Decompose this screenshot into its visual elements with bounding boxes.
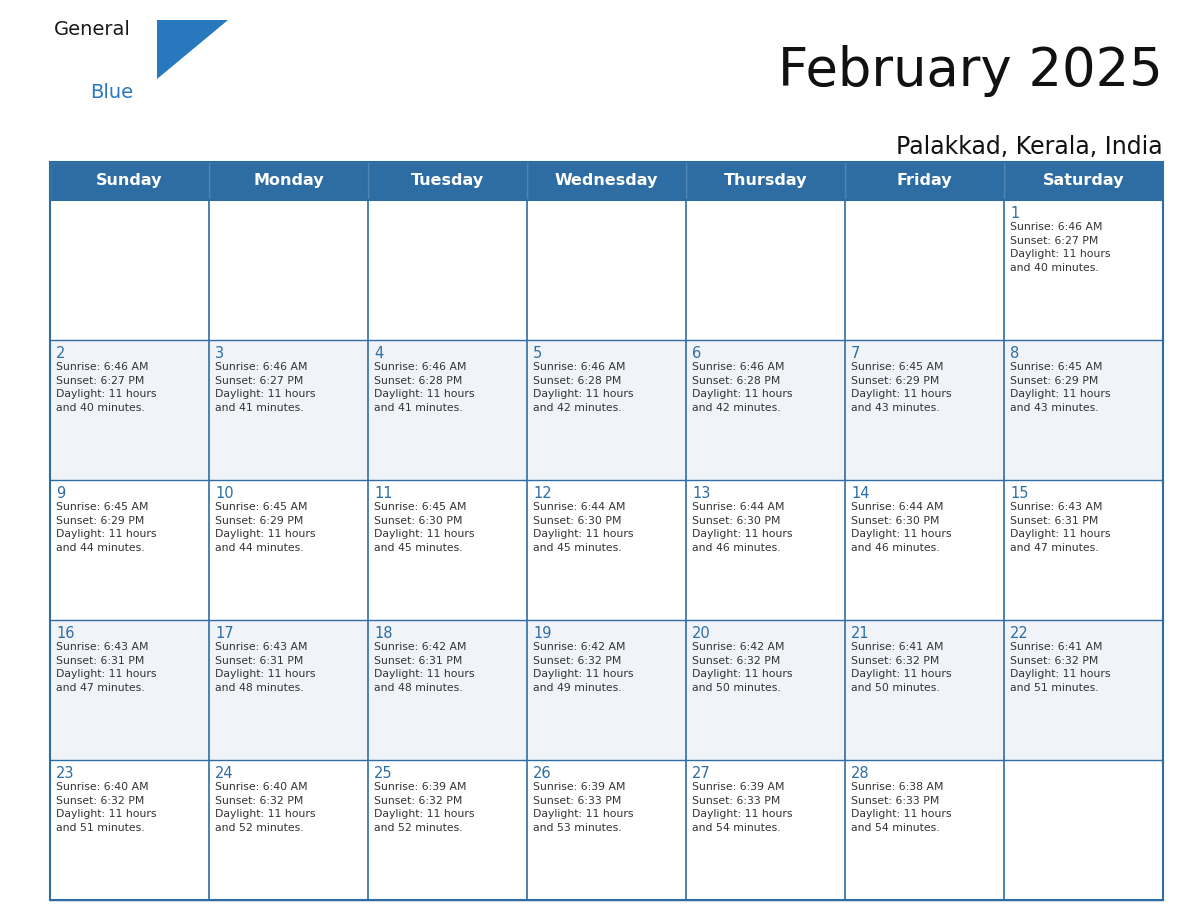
Text: Sunrise: 6:45 AM
Sunset: 6:30 PM
Daylight: 11 hours
and 45 minutes.: Sunrise: 6:45 AM Sunset: 6:30 PM Dayligh… [374, 502, 474, 553]
Text: 12: 12 [533, 486, 551, 501]
Text: Sunrise: 6:41 AM
Sunset: 6:32 PM
Daylight: 11 hours
and 51 minutes.: Sunrise: 6:41 AM Sunset: 6:32 PM Dayligh… [1010, 642, 1111, 693]
Text: Sunrise: 6:46 AM
Sunset: 6:27 PM
Daylight: 11 hours
and 41 minutes.: Sunrise: 6:46 AM Sunset: 6:27 PM Dayligh… [215, 362, 316, 413]
Text: Sunrise: 6:39 AM
Sunset: 6:32 PM
Daylight: 11 hours
and 52 minutes.: Sunrise: 6:39 AM Sunset: 6:32 PM Dayligh… [374, 782, 474, 833]
Text: Blue: Blue [90, 83, 133, 102]
Text: Sunrise: 6:44 AM
Sunset: 6:30 PM
Daylight: 11 hours
and 46 minutes.: Sunrise: 6:44 AM Sunset: 6:30 PM Dayligh… [691, 502, 792, 553]
Text: Monday: Monday [253, 174, 324, 188]
Text: 1: 1 [1010, 206, 1019, 221]
Text: 28: 28 [851, 766, 870, 781]
Text: 10: 10 [215, 486, 234, 501]
Text: Sunrise: 6:41 AM
Sunset: 6:32 PM
Daylight: 11 hours
and 50 minutes.: Sunrise: 6:41 AM Sunset: 6:32 PM Dayligh… [851, 642, 952, 693]
Text: 16: 16 [56, 626, 75, 641]
Text: 18: 18 [374, 626, 392, 641]
Text: Sunrise: 6:46 AM
Sunset: 6:27 PM
Daylight: 11 hours
and 40 minutes.: Sunrise: 6:46 AM Sunset: 6:27 PM Dayligh… [56, 362, 157, 413]
Text: 25: 25 [374, 766, 392, 781]
Text: 19: 19 [533, 626, 551, 641]
Text: Sunday: Sunday [96, 174, 163, 188]
Text: Sunrise: 6:46 AM
Sunset: 6:28 PM
Daylight: 11 hours
and 42 minutes.: Sunrise: 6:46 AM Sunset: 6:28 PM Dayligh… [691, 362, 792, 413]
Text: 2: 2 [56, 346, 65, 361]
Text: 21: 21 [851, 626, 870, 641]
Text: Sunrise: 6:38 AM
Sunset: 6:33 PM
Daylight: 11 hours
and 54 minutes.: Sunrise: 6:38 AM Sunset: 6:33 PM Dayligh… [851, 782, 952, 833]
Text: Sunrise: 6:40 AM
Sunset: 6:32 PM
Daylight: 11 hours
and 52 minutes.: Sunrise: 6:40 AM Sunset: 6:32 PM Dayligh… [215, 782, 316, 833]
Text: 14: 14 [851, 486, 870, 501]
Text: Sunrise: 6:39 AM
Sunset: 6:33 PM
Daylight: 11 hours
and 54 minutes.: Sunrise: 6:39 AM Sunset: 6:33 PM Dayligh… [691, 782, 792, 833]
Text: 5: 5 [533, 346, 542, 361]
Text: Friday: Friday [897, 174, 953, 188]
Text: Sunrise: 6:42 AM
Sunset: 6:31 PM
Daylight: 11 hours
and 48 minutes.: Sunrise: 6:42 AM Sunset: 6:31 PM Dayligh… [374, 642, 474, 693]
Text: 20: 20 [691, 626, 710, 641]
Text: Sunrise: 6:42 AM
Sunset: 6:32 PM
Daylight: 11 hours
and 49 minutes.: Sunrise: 6:42 AM Sunset: 6:32 PM Dayligh… [533, 642, 633, 693]
Text: 6: 6 [691, 346, 701, 361]
Text: Saturday: Saturday [1043, 174, 1124, 188]
Text: Sunrise: 6:46 AM
Sunset: 6:27 PM
Daylight: 11 hours
and 40 minutes.: Sunrise: 6:46 AM Sunset: 6:27 PM Dayligh… [1010, 222, 1111, 273]
Text: Sunrise: 6:40 AM
Sunset: 6:32 PM
Daylight: 11 hours
and 51 minutes.: Sunrise: 6:40 AM Sunset: 6:32 PM Dayligh… [56, 782, 157, 833]
Text: Thursday: Thursday [723, 174, 808, 188]
Text: 8: 8 [1010, 346, 1019, 361]
Text: Sunrise: 6:42 AM
Sunset: 6:32 PM
Daylight: 11 hours
and 50 minutes.: Sunrise: 6:42 AM Sunset: 6:32 PM Dayligh… [691, 642, 792, 693]
Text: Sunrise: 6:46 AM
Sunset: 6:28 PM
Daylight: 11 hours
and 42 minutes.: Sunrise: 6:46 AM Sunset: 6:28 PM Dayligh… [533, 362, 633, 413]
Text: 4: 4 [374, 346, 384, 361]
Text: 17: 17 [215, 626, 234, 641]
Text: 7: 7 [851, 346, 860, 361]
Text: Sunrise: 6:45 AM
Sunset: 6:29 PM
Daylight: 11 hours
and 44 minutes.: Sunrise: 6:45 AM Sunset: 6:29 PM Dayligh… [56, 502, 157, 553]
Polygon shape [157, 19, 228, 79]
Text: February 2025: February 2025 [778, 45, 1163, 97]
Text: Sunrise: 6:46 AM
Sunset: 6:28 PM
Daylight: 11 hours
and 41 minutes.: Sunrise: 6:46 AM Sunset: 6:28 PM Dayligh… [374, 362, 474, 413]
Text: Sunrise: 6:44 AM
Sunset: 6:30 PM
Daylight: 11 hours
and 45 minutes.: Sunrise: 6:44 AM Sunset: 6:30 PM Dayligh… [533, 502, 633, 553]
Text: Wednesday: Wednesday [555, 174, 658, 188]
Text: Sunrise: 6:44 AM
Sunset: 6:30 PM
Daylight: 11 hours
and 46 minutes.: Sunrise: 6:44 AM Sunset: 6:30 PM Dayligh… [851, 502, 952, 553]
Text: 15: 15 [1010, 486, 1029, 501]
Text: Sunrise: 6:45 AM
Sunset: 6:29 PM
Daylight: 11 hours
and 44 minutes.: Sunrise: 6:45 AM Sunset: 6:29 PM Dayligh… [215, 502, 316, 553]
Text: Sunrise: 6:45 AM
Sunset: 6:29 PM
Daylight: 11 hours
and 43 minutes.: Sunrise: 6:45 AM Sunset: 6:29 PM Dayligh… [851, 362, 952, 413]
Text: 11: 11 [374, 486, 392, 501]
Text: Palakkad, Kerala, India: Palakkad, Kerala, India [897, 135, 1163, 159]
Text: 3: 3 [215, 346, 225, 361]
Text: 24: 24 [215, 766, 234, 781]
Text: Sunrise: 6:43 AM
Sunset: 6:31 PM
Daylight: 11 hours
and 48 minutes.: Sunrise: 6:43 AM Sunset: 6:31 PM Dayligh… [215, 642, 316, 693]
Text: 27: 27 [691, 766, 710, 781]
Text: Sunrise: 6:43 AM
Sunset: 6:31 PM
Daylight: 11 hours
and 47 minutes.: Sunrise: 6:43 AM Sunset: 6:31 PM Dayligh… [1010, 502, 1111, 553]
Text: 13: 13 [691, 486, 710, 501]
Text: Tuesday: Tuesday [411, 174, 484, 188]
Text: 22: 22 [1010, 626, 1029, 641]
Text: Sunrise: 6:39 AM
Sunset: 6:33 PM
Daylight: 11 hours
and 53 minutes.: Sunrise: 6:39 AM Sunset: 6:33 PM Dayligh… [533, 782, 633, 833]
Text: 23: 23 [56, 766, 75, 781]
Text: 26: 26 [533, 766, 551, 781]
Text: General: General [53, 19, 131, 39]
Text: Sunrise: 6:45 AM
Sunset: 6:29 PM
Daylight: 11 hours
and 43 minutes.: Sunrise: 6:45 AM Sunset: 6:29 PM Dayligh… [1010, 362, 1111, 413]
Text: Sunrise: 6:43 AM
Sunset: 6:31 PM
Daylight: 11 hours
and 47 minutes.: Sunrise: 6:43 AM Sunset: 6:31 PM Dayligh… [56, 642, 157, 693]
Text: 9: 9 [56, 486, 65, 501]
